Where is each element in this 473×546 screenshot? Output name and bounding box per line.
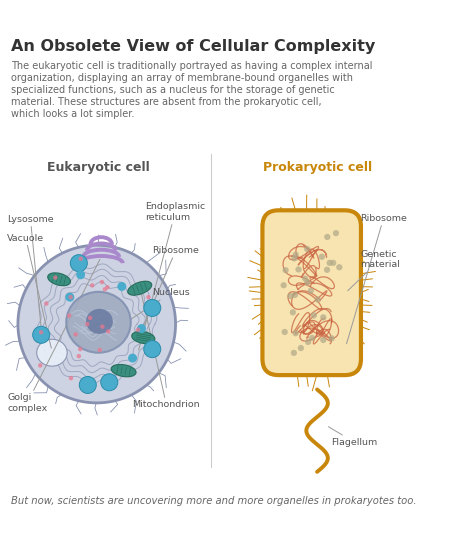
Circle shape [146,295,151,299]
Circle shape [128,354,137,363]
Text: Eukaryotic cell: Eukaryotic cell [47,161,150,174]
Ellipse shape [132,331,155,343]
Circle shape [329,335,335,341]
Circle shape [100,280,104,284]
Circle shape [117,282,126,291]
Circle shape [77,354,81,358]
Circle shape [315,296,321,302]
Circle shape [33,327,50,343]
Circle shape [88,316,92,320]
Ellipse shape [128,281,152,295]
Circle shape [105,285,110,289]
Circle shape [305,280,311,286]
Circle shape [137,324,146,333]
Text: But now, scientists are uncovering more and more organelles in prokaryotes too.: But now, scientists are uncovering more … [11,496,416,506]
Circle shape [103,287,107,292]
Text: Nucleus: Nucleus [131,288,190,319]
Circle shape [287,293,294,299]
Text: specialized functions, such as a nucleus for the storage of genetic: specialized functions, such as a nucleus… [11,85,334,95]
Circle shape [73,332,78,337]
Circle shape [305,339,311,345]
Circle shape [307,288,314,294]
Circle shape [70,254,88,272]
Circle shape [311,312,317,318]
Circle shape [38,363,43,367]
Ellipse shape [48,273,70,286]
Circle shape [69,295,73,299]
Circle shape [292,252,299,258]
Circle shape [67,313,71,318]
Circle shape [291,256,298,262]
Text: Flagellum: Flagellum [328,426,377,447]
Text: material. These structures are absent from the prokaryotic cell,: material. These structures are absent fr… [11,97,321,107]
Circle shape [65,293,74,301]
Text: Golgi
complex: Golgi complex [7,259,100,413]
Circle shape [289,309,296,316]
Circle shape [281,329,288,335]
Text: which looks a lot simpler.: which looks a lot simpler. [11,109,134,119]
Ellipse shape [37,339,67,366]
Polygon shape [18,245,175,403]
Text: Genetic
material: Genetic material [348,250,400,291]
Circle shape [326,260,333,266]
Circle shape [136,328,140,332]
Circle shape [97,348,102,352]
Text: Mitochondrion: Mitochondrion [132,289,200,409]
Text: Ribosome: Ribosome [141,246,199,333]
Circle shape [296,266,302,272]
Circle shape [280,282,287,288]
Ellipse shape [86,309,113,334]
Ellipse shape [111,365,136,377]
Circle shape [282,267,289,274]
Circle shape [292,292,298,298]
Circle shape [44,301,49,306]
Circle shape [298,345,304,351]
Circle shape [320,314,326,321]
Text: organization, displaying an array of membrane-bound organelles with: organization, displaying an array of mem… [11,73,353,83]
Text: Ribosome: Ribosome [347,214,407,344]
Circle shape [304,246,310,252]
Circle shape [78,347,82,352]
Circle shape [320,337,326,343]
Circle shape [333,230,339,236]
Circle shape [319,253,325,260]
FancyBboxPatch shape [263,210,361,375]
Circle shape [291,350,297,356]
Text: An Obsolete View of Cellular Complexity: An Obsolete View of Cellular Complexity [11,39,375,54]
Circle shape [292,330,299,336]
Circle shape [39,330,44,335]
Circle shape [101,374,118,391]
Circle shape [79,376,96,394]
Ellipse shape [66,292,131,353]
Circle shape [330,260,336,266]
Text: The eukaryotic cell is traditionally portrayed as having a complex internal: The eukaryotic cell is traditionally por… [11,61,372,71]
Text: Vacuole: Vacuole [7,234,52,348]
Text: Prokaryotic cell: Prokaryotic cell [263,161,373,174]
Circle shape [324,234,331,240]
Text: Lysosome: Lysosome [7,215,54,326]
Circle shape [144,341,161,358]
Circle shape [53,275,58,280]
Circle shape [100,324,105,329]
Circle shape [324,266,330,273]
Circle shape [302,276,308,282]
Text: Endoplasmic
reticulum: Endoplasmic reticulum [139,203,205,350]
Circle shape [309,335,315,341]
Circle shape [85,322,89,327]
Circle shape [79,257,83,261]
Circle shape [336,264,342,270]
Circle shape [144,299,161,317]
Circle shape [106,329,111,334]
Circle shape [90,283,95,288]
Circle shape [76,270,85,279]
Circle shape [69,376,73,381]
